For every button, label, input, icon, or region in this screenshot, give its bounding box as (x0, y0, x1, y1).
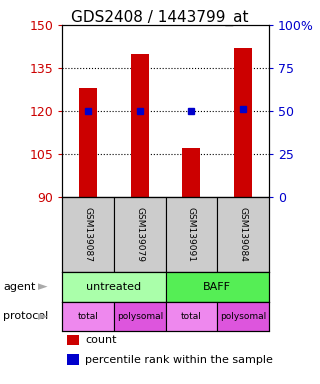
Text: protocol: protocol (3, 311, 48, 321)
Text: total: total (78, 312, 99, 321)
Bar (62, 197, 114, 272)
Text: GDS2408 / 1443799_at: GDS2408 / 1443799_at (71, 10, 249, 26)
Text: polysomal: polysomal (117, 312, 163, 321)
Bar (166, 197, 217, 272)
Bar (67, 335, 79, 345)
Bar (131, 54, 149, 197)
Text: untreated: untreated (86, 282, 141, 292)
Text: polysomal: polysomal (220, 312, 266, 321)
Bar (217, 301, 269, 331)
Bar (217, 197, 269, 272)
Bar (67, 354, 79, 365)
Text: GSM139084: GSM139084 (238, 207, 247, 262)
Text: percentile rank within the sample: percentile rank within the sample (85, 354, 273, 365)
Bar (166, 301, 217, 331)
Text: ►: ► (38, 280, 48, 293)
Text: GSM139079: GSM139079 (135, 207, 144, 262)
Bar (182, 148, 200, 197)
Bar (62, 272, 166, 301)
Bar (114, 301, 166, 331)
Text: count: count (85, 335, 116, 345)
Bar (79, 88, 97, 197)
Bar (62, 301, 114, 331)
Text: BAFF: BAFF (203, 282, 231, 292)
Text: GSM139087: GSM139087 (84, 207, 93, 262)
Text: agent: agent (3, 282, 36, 292)
Text: total: total (181, 312, 202, 321)
Text: ►: ► (38, 310, 48, 323)
Text: GSM139091: GSM139091 (187, 207, 196, 262)
Bar (166, 272, 269, 301)
Bar (114, 197, 166, 272)
Bar (234, 48, 252, 197)
